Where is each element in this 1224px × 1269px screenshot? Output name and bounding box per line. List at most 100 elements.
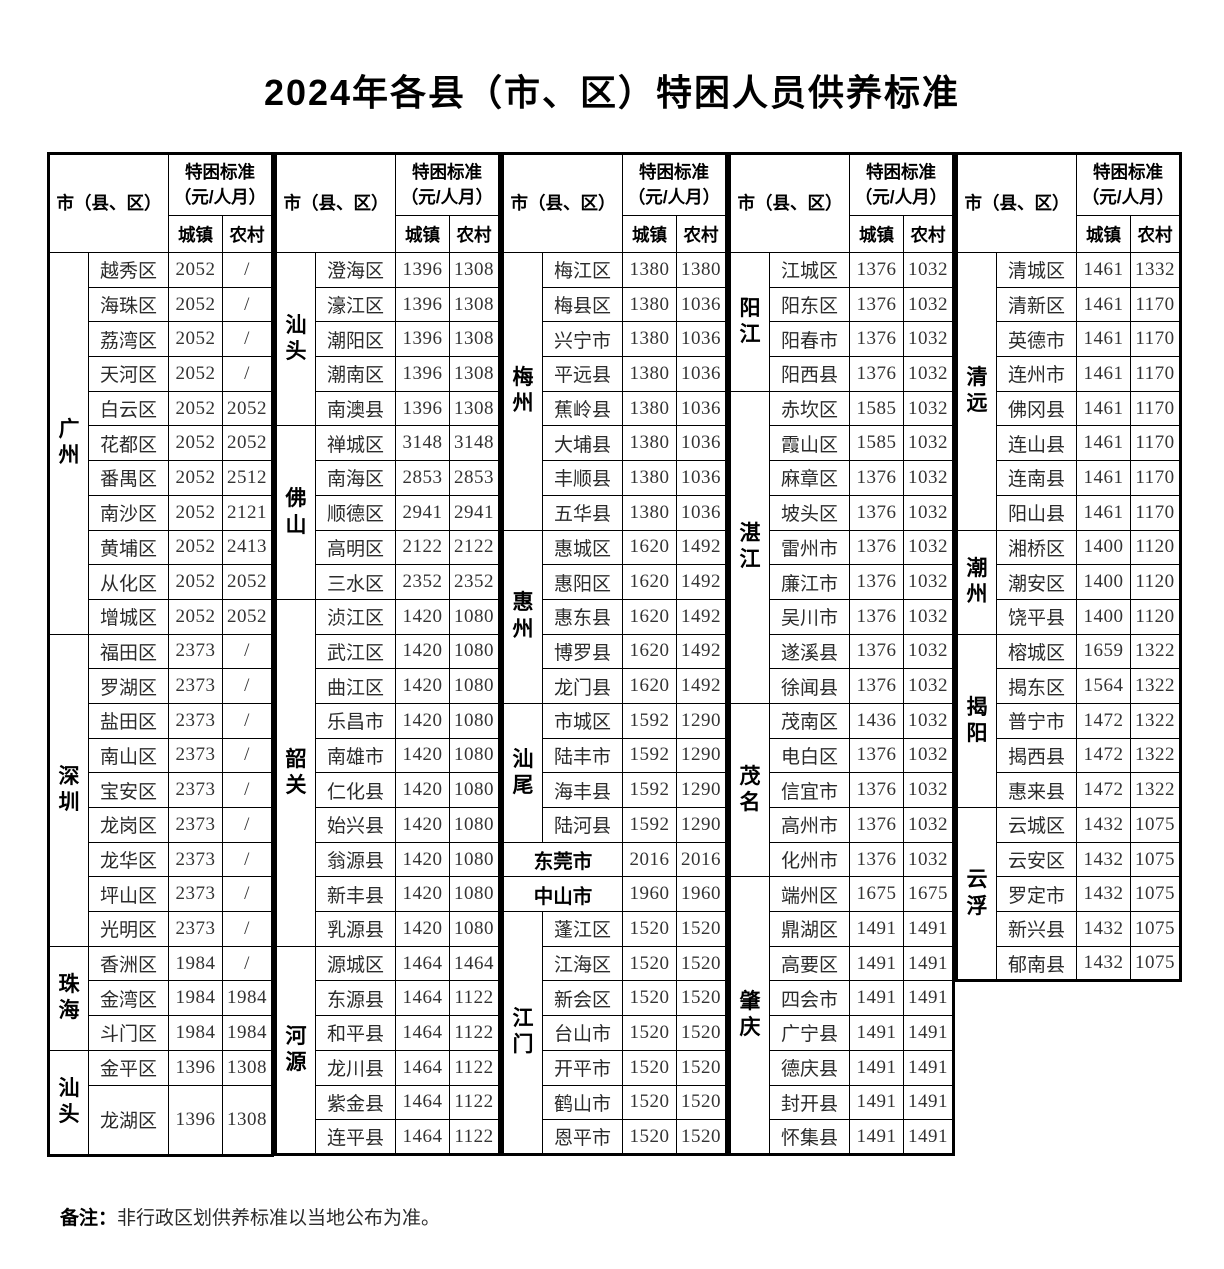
table-row: 武江区 1420 1080 xyxy=(276,633,500,670)
city-label: 深圳 xyxy=(48,633,89,947)
urban-value: 1491 xyxy=(849,980,904,1017)
rural-value: 1380 xyxy=(676,252,727,288)
table-row: 韶关 浈江区 1420 1080 xyxy=(275,598,500,947)
rural-value: 1492 xyxy=(676,633,727,670)
urban-value: 2373 xyxy=(168,911,223,947)
urban-value: 1376 xyxy=(849,807,904,843)
urban-value: 1461 xyxy=(1076,494,1131,531)
district-cell: 龙华区 xyxy=(88,841,169,878)
rural-value: 1080 xyxy=(449,668,500,704)
district-cell: 坪山区 xyxy=(88,876,169,913)
rural-value: 1492 xyxy=(676,529,727,566)
district-cell: 榕城区 xyxy=(996,633,1077,670)
urban-value: 1376 xyxy=(849,564,904,600)
city-label: 河源 xyxy=(275,945,316,1155)
table-row: 徐闻县 1376 1032 xyxy=(730,668,954,704)
district-cell: 龙岗区 xyxy=(88,807,169,843)
district-cell: 翁源县 xyxy=(315,841,396,878)
district-cell: 惠来县 xyxy=(996,772,1077,808)
urban-value: 1592 xyxy=(622,807,677,843)
rural-value: 1322 xyxy=(1130,668,1181,704)
table-row: 白云区 2052 2052 xyxy=(49,390,273,427)
urban-value: 1420 xyxy=(395,598,450,635)
rural-value: 1491 xyxy=(903,911,954,947)
rural-value: 1075 xyxy=(1130,911,1181,947)
urban-value: 1376 xyxy=(849,633,904,670)
rural-value: 1960 xyxy=(676,876,727,913)
urban-value: 1396 xyxy=(395,390,450,427)
district-cell: 东源县 xyxy=(315,980,396,1017)
rural-value: 2122 xyxy=(449,529,500,566)
district-cell: 封开县 xyxy=(769,1084,850,1121)
district-cell: 连山县 xyxy=(996,425,1077,462)
urban-value: 1380 xyxy=(622,286,677,323)
header-region: 市（县、区） xyxy=(956,153,1077,253)
table-row: 丰顺县 1380 1036 xyxy=(503,460,727,496)
district-cell: 罗定市 xyxy=(996,876,1077,913)
table-row: 中山市 1960 1960 xyxy=(502,876,727,913)
urban-value: 1420 xyxy=(395,876,450,913)
standards-table-group-3: 市（县、区） 特困标准（元/人月） 城镇 农村 梅州 梅江区 1380 1380 梅县区 1380… xyxy=(501,152,728,1156)
urban-value: 2052 xyxy=(168,252,223,288)
urban-value: 1436 xyxy=(849,702,904,739)
table-row: 佛冈县 1461 1170 xyxy=(957,390,1181,427)
district-cell: 开平市 xyxy=(542,1049,623,1086)
district-cell: 福田区 xyxy=(88,633,169,670)
rural-value: 2413 xyxy=(222,529,273,566)
urban-value: 2373 xyxy=(168,772,223,808)
rural-value: 1290 xyxy=(676,772,727,808)
district-cell: 金平区 xyxy=(88,1049,169,1086)
footer-note-text: 非行政区划供养标准以当地公布为准。 xyxy=(117,1208,441,1229)
table-row: 博罗县 1620 1492 xyxy=(503,633,727,670)
rural-value: 1032 xyxy=(903,564,954,600)
rural-value: / xyxy=(222,841,273,878)
urban-value: 1376 xyxy=(849,772,904,808)
header-region: 市（县、区） xyxy=(729,153,850,253)
rural-value: 1032 xyxy=(903,668,954,704)
table-row: 新丰县 1420 1080 xyxy=(276,876,500,913)
urban-value: 2352 xyxy=(395,564,450,600)
table-row: 坪山区 2373/ xyxy=(49,876,273,913)
header-rural: 农村 xyxy=(449,215,500,253)
urban-value: 1491 xyxy=(849,1049,904,1086)
district-cell: 越秀区 xyxy=(88,252,169,288)
district-cell: 阳春市 xyxy=(769,321,850,358)
table-row: 清远 清城区 1461 1332 xyxy=(956,252,1181,531)
district-cell: 南澳县 xyxy=(315,390,396,427)
district-cell: 端州区 xyxy=(769,876,850,913)
rural-value: 1080 xyxy=(449,702,500,739)
rural-value: 2052 xyxy=(222,390,273,427)
urban-value: 2373 xyxy=(168,668,223,704)
table-row: 紫金县 1464 1122 xyxy=(276,1084,500,1121)
urban-value: 1491 xyxy=(849,911,904,947)
table-row: 饶平县 1400 1120 xyxy=(957,598,1181,635)
table-row: 惠阳区 1620 1492 xyxy=(503,564,727,600)
table-row: 深圳 福田区 2373/ xyxy=(48,633,273,947)
city-label: 肇庆 xyxy=(729,876,770,1155)
district-cell: 麻章区 xyxy=(769,460,850,496)
urban-value: 1432 xyxy=(1076,945,1131,982)
urban-value: 2941 xyxy=(395,494,450,531)
district-cell: 顺德区 xyxy=(315,494,396,531)
district-cell: 德庆县 xyxy=(769,1049,850,1086)
header-urban: 城镇 xyxy=(622,215,677,253)
header-urban: 城镇 xyxy=(849,215,904,253)
district-cell: 三水区 xyxy=(315,564,396,600)
rural-value: 1520 xyxy=(676,1015,727,1051)
urban-value: 2373 xyxy=(168,841,223,878)
urban-value: 1960 xyxy=(622,876,677,913)
urban-value: 1376 xyxy=(849,841,904,878)
urban-value: 2052 xyxy=(168,425,223,462)
district-cell: 和平县 xyxy=(315,1015,396,1051)
urban-value: 1400 xyxy=(1076,598,1131,635)
table-row: 电白区 1376 1032 xyxy=(730,737,954,774)
table-row: 高明区 2122 2122 xyxy=(276,529,500,566)
urban-value: 1659 xyxy=(1076,633,1131,670)
table-row: 花都区 2052 2052 xyxy=(49,425,273,462)
district-cell: 增城区 xyxy=(88,598,169,635)
urban-value: 1376 xyxy=(849,460,904,496)
district-cell: 兴宁市 xyxy=(542,321,623,358)
rural-value: 2052 xyxy=(222,564,273,600)
table-row: 阳山县 1461 1170 xyxy=(957,494,1181,531)
urban-value: 2052 xyxy=(168,494,223,531)
